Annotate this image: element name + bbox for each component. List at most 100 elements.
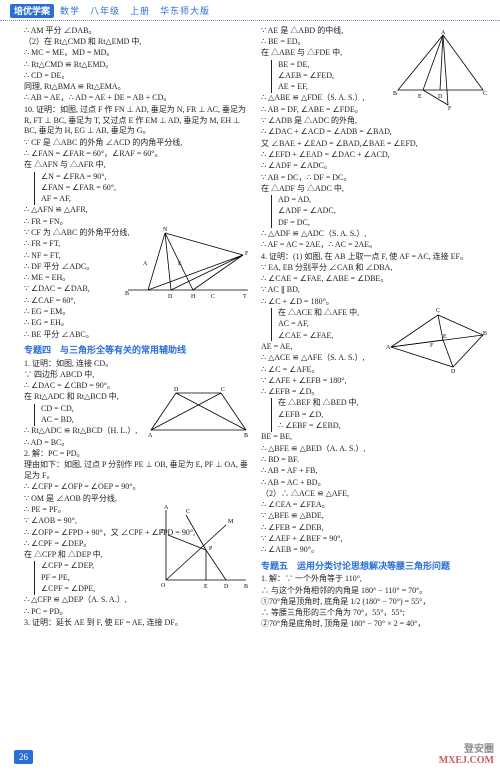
text-line: ②70°角是底角时, 顶角是 180° − 70° × 2 = 40°， xyxy=(261,619,488,630)
text-line: ∴ ∠ADF = ∠ADC。 xyxy=(261,161,488,172)
text-line: ∴ EG = EH。 xyxy=(24,318,251,329)
text-line: ∴ DF 平分 ∠ADC。 xyxy=(24,262,251,273)
text-line: ∴ ∠DAC = ∠CBD = 90°。 xyxy=(24,381,251,392)
text-line: ∴ ∠EFB = ∠D。 xyxy=(261,387,488,398)
text-line: 在 △AFN 与 △AFR 中, xyxy=(24,160,251,171)
text-line: AC = BD, xyxy=(41,415,251,426)
text-line: ∵ AC ∥ BD, xyxy=(261,285,488,296)
text-line: ∠FAN = ∠FAR = 60°, xyxy=(41,183,251,194)
text-line: ∴ BE = ED。 xyxy=(261,37,488,48)
text-line: ∴ ∠EFD + ∠EAD = ∠DAC + ∠ACD, xyxy=(261,150,488,161)
text-line: ∵ ∠AFE + ∠EFB = 180°, xyxy=(261,376,488,387)
topic-heading-4: 专题四 与三角形全等有关的常用辅助线 xyxy=(24,344,251,356)
text-line: 在 △ADF 与 △ADC 中, xyxy=(261,184,488,195)
text-line: ∴ ∠FEB = ∠DEB, xyxy=(261,523,488,534)
watermark-url: MXEJ.COM xyxy=(439,755,494,766)
text-line: ∠ADF = ∠ADC, xyxy=(278,206,488,217)
text-line: （2）在 Rt△CMD 和 Rt△EMD 中, xyxy=(24,37,251,48)
text-line: ∴ ∠DAC + ∠ACD = ∠ADB = ∠BAD, xyxy=(261,127,488,138)
text-line: ∴ AB = DF, ∠ABE = ∠FDE。 xyxy=(261,105,488,116)
text-line: ∵ OM 是 ∠AOB 的平分线, xyxy=(24,494,251,505)
text-line: ∵ ∠AEF + ∠BEF = 90°, xyxy=(261,534,488,545)
page-number: 26 xyxy=(14,750,33,764)
text-line: ∴ FR = FT, xyxy=(24,239,251,250)
text-line: ∴ △ABE ≌ △FDE（S. A. S.）, xyxy=(261,93,488,104)
text-line: 在 △ACE 和 △AFE 中, xyxy=(278,308,488,319)
text-line: ∠N = ∠FRA = 90°, xyxy=(41,172,251,183)
text-line: ∴ NF = FT, xyxy=(24,251,251,262)
text-line: ∴ FR = FN。 xyxy=(24,217,251,228)
text-line: ∵ CF 为 △ABC 的外角平分线, xyxy=(24,228,251,239)
text-line: ∠EFB = ∠D, xyxy=(278,410,488,421)
text-line: 在 △CFP 和 △DEP 中, xyxy=(24,550,251,561)
text-line: 在 △BEF 和 △BED 中, xyxy=(278,398,488,409)
text-line: ∴ AB = AE，∴ AD = AE + DE = AB + CD。 xyxy=(24,93,251,104)
text-line: ∴ BD = BF. xyxy=(261,455,488,466)
text-line: ∴ Rt△ADC ≌ Rt△BCD（H. L.）, xyxy=(24,426,251,437)
text-line: ∵ △BFE ≌ △BDE, xyxy=(261,511,488,522)
text-line: ①70°角是顶角时, 底角是 1/2 (180° − 70°) = 55°， xyxy=(261,597,488,608)
text-line: ∴ ∠FAN = ∠FAR = 60°，∠RAF = 60°。 xyxy=(24,149,251,160)
text-line: ∵ CF 是 △ABC 的外角 ∠ACD 的内角平分线, xyxy=(24,138,251,149)
text-line: AC = AF, xyxy=(278,319,488,330)
text-line: ∴ CD = DE。 xyxy=(24,71,251,82)
text-line: ∴ AD = BC。 xyxy=(24,438,251,449)
text-line: 在 △ABE 与 △FDE 中, xyxy=(261,48,488,59)
header-text: 数学 八年级 上册 华东师大版 xyxy=(60,5,210,17)
text-line: ∵ ∠DAC = ∠DAB, xyxy=(24,284,251,295)
text-line: ∴ △CFP ≌ △DEP（A. S. A.）, xyxy=(24,595,251,606)
text-line: ∠CFP = ∠DEP, xyxy=(41,561,251,572)
text-line: 理由如下：如图, 过点 P 分别作 PE ⊥ OB, 垂足为 E, PF ⊥ O… xyxy=(24,460,251,482)
text-line: ∴ AF = AC = 2AE，∴ AC = 2AE。 xyxy=(261,240,488,251)
text-line: 3. 证明：延长 AE 到 F, 使 EF = AE, 连接 DF。 xyxy=(24,618,251,629)
header-badge: 培优学案 xyxy=(10,4,54,18)
text-line: ∴ 等腰三角形的三个角为 70°，55°，55°; xyxy=(261,608,488,619)
watermark-cn: 登安圈 xyxy=(439,744,494,755)
text-line: ∴ ME = EH。 xyxy=(24,273,251,284)
left-column: ∴ AM 平分 ∠DAB。 （2）在 Rt△CMD 和 Rt△EMD 中, ∴ … xyxy=(24,25,251,631)
text-line: AE = EF, xyxy=(278,82,488,93)
text-line: ∴ ∠AEB = 90°。 xyxy=(261,545,488,556)
text-line: 同理, Rt△BMA ≌ Rt△EMA。 xyxy=(24,82,251,93)
text-line: BE = DE, xyxy=(278,60,488,71)
text-line: ∴ ∠C + ∠D = 180°。 xyxy=(261,297,488,308)
text-line: ∴ PC = PD。 xyxy=(24,607,251,618)
text-line: ∴ BE 平分 ∠ABC。 xyxy=(24,330,251,341)
text-line: ∵ EA, EB 分别平分 ∠CAB 和 ∠DBA, xyxy=(261,263,488,274)
text-line: ∴ EG = EM。 xyxy=(24,307,251,318)
text-line: BE = BE, xyxy=(261,432,488,443)
text-line: ∴ AM 平分 ∠DAB。 xyxy=(24,26,251,37)
text-line: ∴ △ACE ≌ △AFE（S. A. S.）, xyxy=(261,353,488,364)
text-line: 10. 证明：如图, 过点 F 作 FN ⊥ AD, 垂足为 N, FR ⊥ A… xyxy=(24,105,251,137)
text-line: ∴ ∠CAF = 60°, xyxy=(24,296,251,307)
text-line: ∴ ∠CPF = ∠DEP。 xyxy=(24,539,251,550)
text-line: PF = PE, xyxy=(41,573,251,584)
topic-heading-5: 专题五 运用分类讨论思想解决等腰三角形问题 xyxy=(261,560,488,572)
text-line: 2. 解：PC = PD。 xyxy=(24,449,251,460)
text-line: 4. 证明：(1) 如图, 在 AB 上取一点 F, 使 AF = AC, 连接… xyxy=(261,252,488,263)
text-line: ∵ ∠ADB 是 △ADC 的外角, xyxy=(261,116,488,127)
text-line: ∴ △ADF ≌ △ADC（S. A. S.）, xyxy=(261,229,488,240)
right-column: ∵ AE 是 △ABD 的中线, ∴ BE = ED。 在 △ABE 与 △FD… xyxy=(261,25,488,631)
text-line: ∴ △AFN ≌ △AFR, xyxy=(24,205,251,216)
text-line: CD = CD, xyxy=(41,404,251,415)
text-line: ∴ MC = ME，MD = MD。 xyxy=(24,48,251,59)
text-line: 1. 解：∵ 一个外角等于 110°, xyxy=(261,574,488,585)
text-line: DF = DC, xyxy=(278,218,488,229)
text-line: ∴ ∠CAE = ∠FAE, ∠ABE = ∠DBE。 xyxy=(261,274,488,285)
text-line: ∴ Rt△CMD ≌ Rt△EMD。 xyxy=(24,60,251,71)
text-line: 1. 证明：如图, 连接 CD。 xyxy=(24,359,251,370)
text-line: AE = AE, xyxy=(261,342,488,353)
text-line: ∵ AE 是 △ABD 的中线, xyxy=(261,26,488,37)
text-line: ∴ AB = AC + BD。 xyxy=(261,478,488,489)
text-line: ∴ PE = PF。 xyxy=(24,505,251,516)
text-line: 在 Rt△ADC 和 Rt△BCD 中, xyxy=(24,392,251,403)
text-line: ∴ ∠CEA = ∠FEA。 xyxy=(261,500,488,511)
text-line: ∴ 与这个外角相邻的内角是 180° − 110° = 70°。 xyxy=(261,586,488,597)
text-line: ∴ ∠C = ∠AFE。 xyxy=(261,365,488,376)
text-line: ∠AEB = ∠FED, xyxy=(278,71,488,82)
text-line: ∠CPF = ∠DPE, xyxy=(41,584,251,595)
text-line: ∴ △BFE ≌ △BED（A. A. S.）, xyxy=(261,444,488,455)
text-line: AD = AD, xyxy=(278,195,488,206)
text-line: （2）∴ △ACE ≌ △AFE, xyxy=(261,489,488,500)
